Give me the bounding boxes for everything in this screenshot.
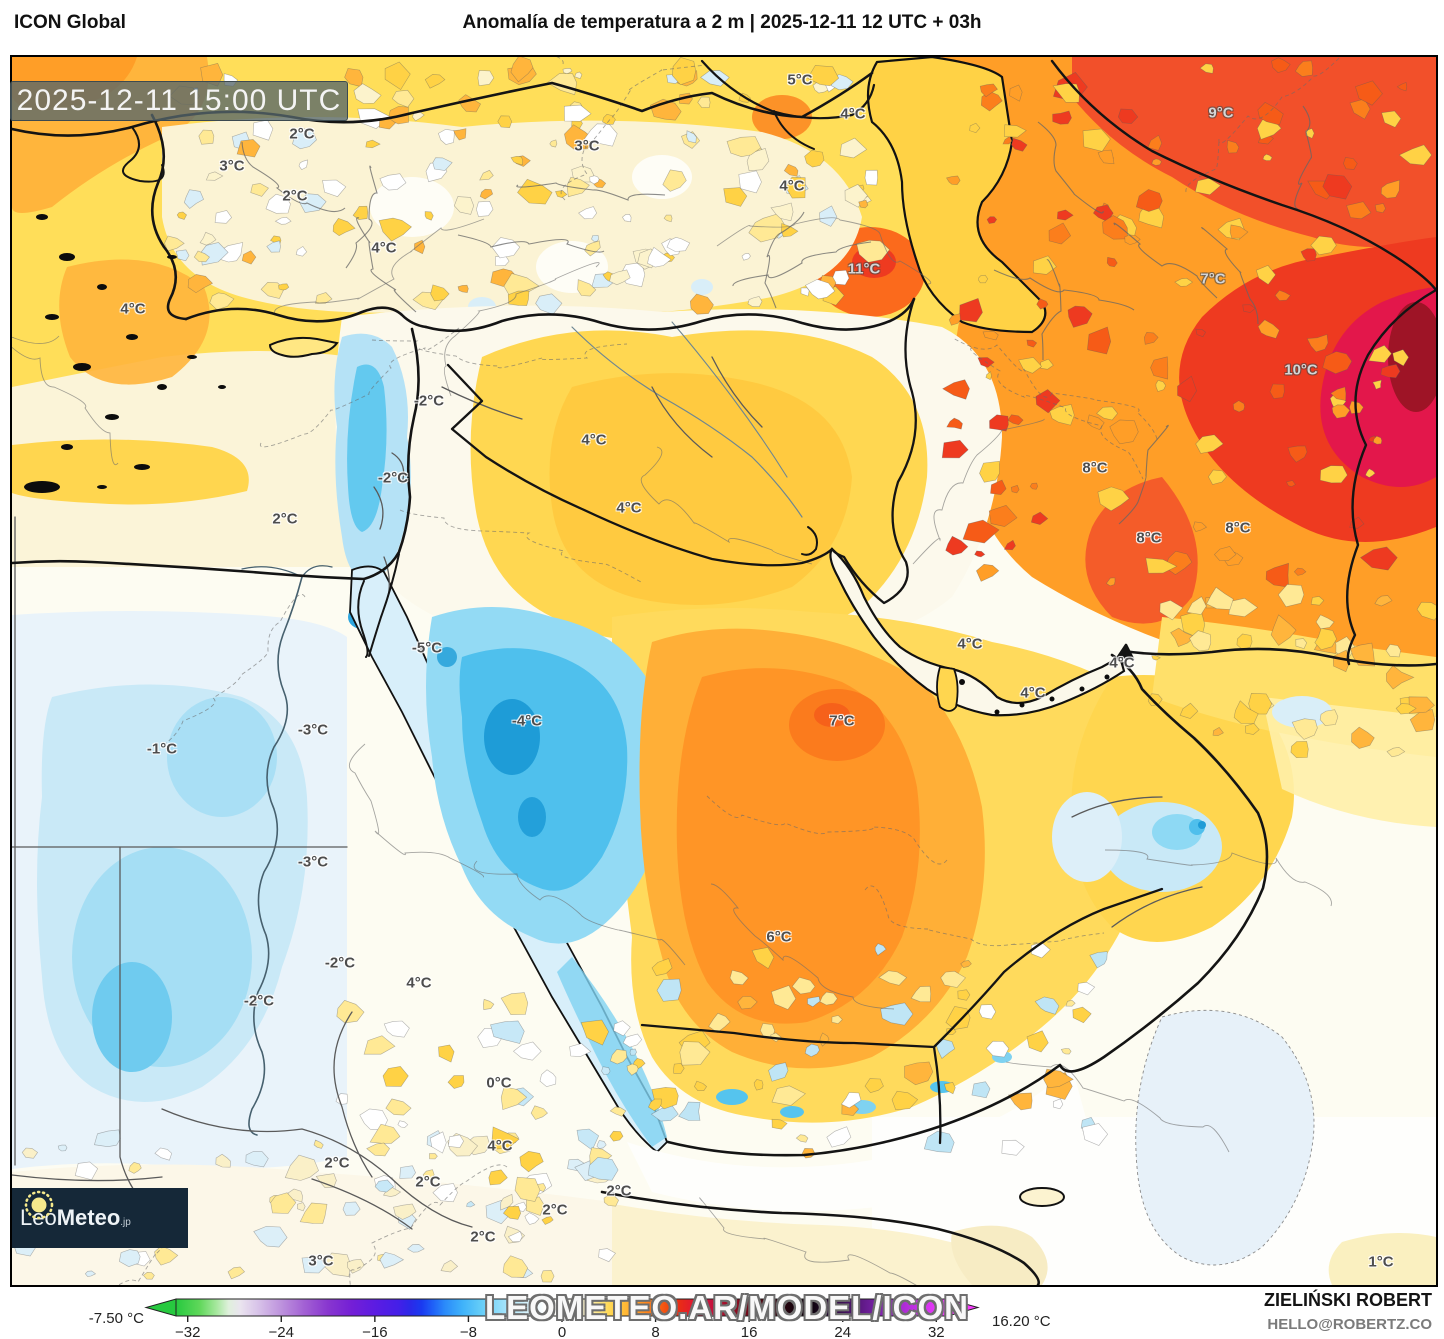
- author-email: HELLO@ROBERTZ.CO: [1267, 1316, 1432, 1333]
- logo-text-suffix: .jp: [120, 1217, 131, 1228]
- temp-label: -2°C: [243, 992, 275, 1010]
- temp-label: 8°C: [1225, 519, 1251, 537]
- model-name: ICON Global: [14, 12, 126, 33]
- page-title: Anomalía de temperatura a 2 m | 2025-12-…: [462, 12, 982, 33]
- svg-text:−16: −16: [362, 1324, 387, 1339]
- admin-borders: [12, 356, 1203, 1230]
- temp-label: -4°C: [511, 712, 543, 730]
- svg-text:−32: −32: [175, 1324, 200, 1339]
- temp-label: -1°C: [146, 740, 178, 758]
- temp-label: 4°C: [120, 300, 146, 318]
- temp-label: 2°C: [606, 1182, 632, 1200]
- temp-label: 4°C: [957, 635, 983, 653]
- coastlines: [12, 59, 1436, 1285]
- temp-label: 4°C: [840, 105, 866, 123]
- temp-label: 9°C: [1208, 104, 1234, 122]
- temp-label: 5°C: [787, 71, 813, 89]
- temp-label: 0°C: [486, 1074, 512, 1092]
- temp-label: 2°C: [272, 510, 298, 528]
- temp-label: 10°C: [1284, 361, 1318, 379]
- svg-text:0: 0: [558, 1324, 566, 1339]
- province-borders: [241, 105, 1312, 525]
- weather-map: 2025-12-11 15:00 UTC LEOMETEO.AR/MODEL/I…: [10, 55, 1438, 1326]
- author-name: ZIELIŃSKI ROBERT: [1263, 1290, 1432, 1310]
- colorbar-ticks: −32 −24 −16 −8 0 8 16 24 32: [175, 1316, 945, 1339]
- svg-text:−8: −8: [460, 1324, 477, 1339]
- timestamp-overlay: 2025-12-11 15:00 UTC: [10, 81, 348, 121]
- temp-label: 11°C: [847, 260, 881, 278]
- temp-label: 4°C: [487, 1137, 513, 1155]
- sun-icon: [24, 1190, 54, 1220]
- temp-label: 3°C: [308, 1252, 334, 1270]
- svg-text:16: 16: [741, 1324, 758, 1339]
- map-canvas: [12, 57, 1436, 1285]
- islands: [24, 214, 1110, 715]
- temp-label: 8°C: [1082, 459, 1108, 477]
- temp-label: 2°C: [282, 187, 308, 205]
- temp-label: 2°C: [289, 125, 315, 143]
- temp-label: 2°C: [470, 1228, 496, 1246]
- temp-label: -5°C: [411, 639, 443, 657]
- temp-label: -3°C: [297, 853, 329, 871]
- temp-label: -2°C: [324, 954, 356, 972]
- watermark: LEOMETEO.AR/MODEL/ICON: [485, 1289, 969, 1326]
- svg-text:32: 32: [928, 1324, 945, 1339]
- temp-label: 2°C: [542, 1201, 568, 1219]
- colorbar-min-label: -7.50 °C: [88, 1310, 144, 1327]
- temp-label: 1°C: [1368, 1253, 1394, 1271]
- temp-label: 4°C: [371, 239, 397, 257]
- temp-label: 8°C: [1136, 529, 1162, 547]
- svg-text:8: 8: [651, 1324, 659, 1339]
- temp-label: 4°C: [406, 974, 432, 992]
- leometeo-logo: LeoMeteo.jp: [12, 1188, 188, 1248]
- svg-text:−24: −24: [269, 1324, 294, 1339]
- logo-text-bold: Meteo: [56, 1205, 121, 1230]
- colorbar: −32 −24 −16 −8 0 8 16 24 32: [144, 1298, 980, 1339]
- temp-label: -2°C: [413, 392, 445, 410]
- temp-label: -2°C: [377, 469, 409, 487]
- colorbar-left-arrow: [144, 1298, 177, 1317]
- colorbar-max-label: 16.20 °C: [992, 1313, 1051, 1330]
- temp-label: 7°C: [829, 712, 855, 730]
- temp-label: 4°C: [1109, 654, 1135, 672]
- svg-text:24: 24: [834, 1324, 851, 1339]
- temp-label: 3°C: [574, 137, 600, 155]
- temp-labels-layer: 2°C 3°C 2°C 4°C 4°C 3°C 5°C 4°C 4°C 11°C 9°C 7°C 10°…: [12, 57, 1436, 1285]
- temp-label: 2°C: [324, 1154, 350, 1172]
- temp-label: 2°C: [415, 1173, 441, 1191]
- temp-label: 3°C: [219, 157, 245, 175]
- temp-label: -3°C: [297, 721, 329, 739]
- temp-label: 4°C: [1020, 684, 1046, 702]
- temp-label: 7°C: [1200, 270, 1226, 288]
- temp-label: 6°C: [766, 928, 792, 946]
- temp-label: 4°C: [779, 177, 805, 195]
- temp-label: 4°C: [581, 431, 607, 449]
- temp-label: 4°C: [616, 499, 642, 517]
